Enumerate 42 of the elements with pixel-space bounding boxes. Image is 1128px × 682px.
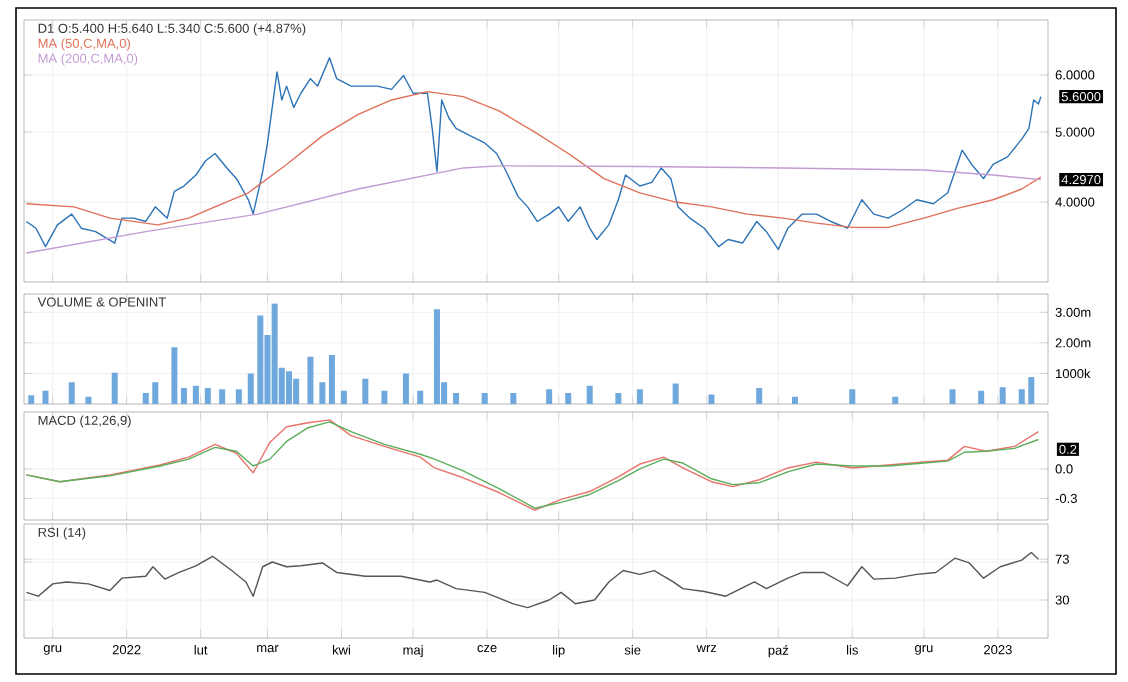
line-series xyxy=(25,165,1042,254)
bar xyxy=(999,387,1006,404)
bar xyxy=(949,389,956,404)
bar xyxy=(68,382,75,404)
bar xyxy=(42,390,49,404)
bar xyxy=(381,390,388,404)
bar xyxy=(546,389,553,404)
line-series xyxy=(25,90,1042,229)
bar xyxy=(417,390,424,404)
bar xyxy=(307,356,314,404)
bar xyxy=(615,392,622,404)
bar xyxy=(85,396,92,404)
bar xyxy=(565,392,572,404)
bar xyxy=(111,372,118,404)
bar xyxy=(892,396,899,404)
bar xyxy=(672,383,679,404)
bar xyxy=(192,385,199,404)
bar xyxy=(319,382,326,404)
bar xyxy=(510,392,517,404)
bar xyxy=(219,389,226,404)
bar xyxy=(756,388,763,404)
bar xyxy=(978,390,985,404)
bar xyxy=(792,396,798,404)
bar xyxy=(328,355,335,404)
bar xyxy=(708,394,715,404)
bar xyxy=(271,303,278,404)
bar xyxy=(636,389,643,404)
bar xyxy=(481,392,488,404)
bar xyxy=(204,388,211,404)
bar xyxy=(453,392,460,404)
bar xyxy=(402,373,409,404)
bar xyxy=(340,390,347,404)
bar xyxy=(849,389,856,404)
bar xyxy=(293,378,300,404)
bar xyxy=(235,389,242,404)
bar xyxy=(433,309,440,404)
bar xyxy=(362,378,369,404)
bar xyxy=(171,347,178,404)
bar xyxy=(285,371,292,404)
line-series xyxy=(25,551,1040,609)
bar xyxy=(180,388,187,404)
bar xyxy=(586,385,593,404)
